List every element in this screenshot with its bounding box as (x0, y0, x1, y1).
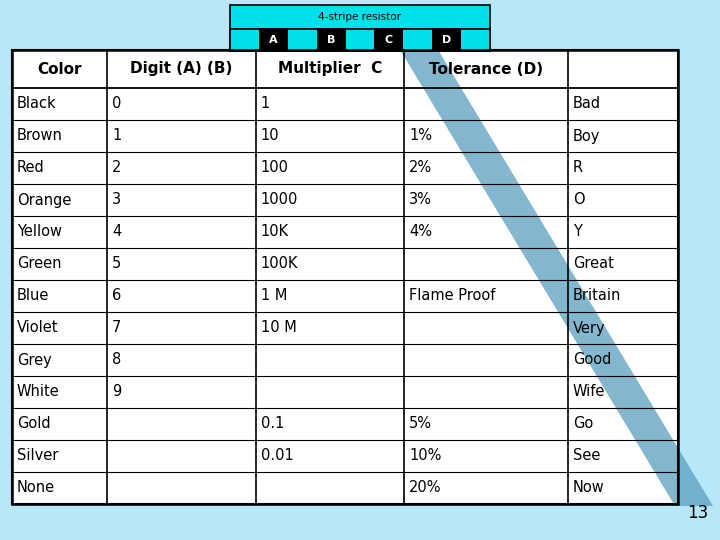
Text: Great: Great (572, 256, 613, 272)
Bar (12, 50, 678, 504)
Text: D: D (442, 35, 451, 45)
Text: Gold: Gold (17, 416, 50, 431)
Text: Wife: Wife (572, 384, 605, 400)
Text: None: None (17, 481, 55, 496)
Text: 10%: 10% (409, 449, 441, 463)
Bar (230, 29, 259, 51)
Text: Brown: Brown (17, 129, 63, 144)
Text: Boy: Boy (572, 129, 600, 144)
Bar (230, 29, 490, 51)
Bar (230, 29, 490, 51)
Bar (259, 29, 288, 51)
Text: B: B (327, 35, 336, 45)
Text: 5: 5 (112, 256, 122, 272)
Text: 2: 2 (112, 160, 122, 176)
Text: 0: 0 (112, 97, 122, 111)
Text: Yellow: Yellow (17, 225, 62, 240)
Text: Violet: Violet (17, 321, 58, 335)
Text: Y: Y (572, 225, 582, 240)
Text: Bad: Bad (572, 97, 600, 111)
Text: Red: Red (17, 160, 45, 176)
Text: 0.01: 0.01 (261, 449, 293, 463)
Text: A: A (269, 35, 278, 45)
Text: 0.1: 0.1 (261, 416, 284, 431)
Text: 4: 4 (112, 225, 122, 240)
Text: See: See (572, 449, 600, 463)
Bar (461, 29, 490, 51)
Text: Tolerance (D): Tolerance (D) (428, 62, 543, 77)
Text: Digit (A) (B): Digit (A) (B) (130, 62, 233, 77)
Text: Now: Now (572, 481, 604, 496)
Text: Flame Proof: Flame Proof (409, 288, 495, 303)
Text: 4-stripe resistor: 4-stripe resistor (318, 12, 402, 22)
Text: O: O (572, 192, 584, 207)
Text: 9: 9 (112, 384, 122, 400)
Bar (12, 50, 678, 504)
Text: Multiplier  C: Multiplier C (278, 62, 382, 77)
Text: 5%: 5% (409, 416, 432, 431)
Text: Britain: Britain (572, 288, 621, 303)
Text: 3%: 3% (409, 192, 432, 207)
Text: 10 M: 10 M (261, 321, 297, 335)
Bar (403, 29, 432, 51)
Text: Black: Black (17, 97, 57, 111)
Text: 3: 3 (112, 192, 121, 207)
Bar (288, 29, 317, 51)
Text: 7: 7 (112, 321, 122, 335)
Text: 1000: 1000 (261, 192, 298, 207)
Text: 6: 6 (112, 288, 122, 303)
Bar (432, 29, 461, 51)
Polygon shape (399, 48, 713, 506)
Text: 100K: 100K (261, 256, 298, 272)
Bar (374, 29, 403, 51)
Text: 1 M: 1 M (261, 288, 287, 303)
Text: R: R (572, 160, 582, 176)
Text: 13: 13 (687, 504, 708, 522)
Bar (230, 5, 490, 29)
Bar (317, 29, 346, 51)
Text: C: C (384, 35, 393, 45)
Text: 4%: 4% (409, 225, 432, 240)
Text: Silver: Silver (17, 449, 58, 463)
Text: Green: Green (17, 256, 61, 272)
Text: 2%: 2% (409, 160, 432, 176)
Text: 10: 10 (261, 129, 279, 144)
Text: 1: 1 (112, 129, 122, 144)
Bar (346, 29, 374, 51)
Text: 20%: 20% (409, 481, 441, 496)
Text: 8: 8 (112, 353, 122, 368)
Text: 1: 1 (261, 97, 270, 111)
Text: 10K: 10K (261, 225, 289, 240)
Text: Color: Color (37, 62, 82, 77)
Text: 1%: 1% (409, 129, 432, 144)
Text: Very: Very (572, 321, 606, 335)
Text: Go: Go (572, 416, 593, 431)
Text: Grey: Grey (17, 353, 52, 368)
Text: Blue: Blue (17, 288, 50, 303)
Text: Good: Good (572, 353, 611, 368)
Text: 100: 100 (261, 160, 289, 176)
Text: White: White (17, 384, 60, 400)
Text: Orange: Orange (17, 192, 71, 207)
